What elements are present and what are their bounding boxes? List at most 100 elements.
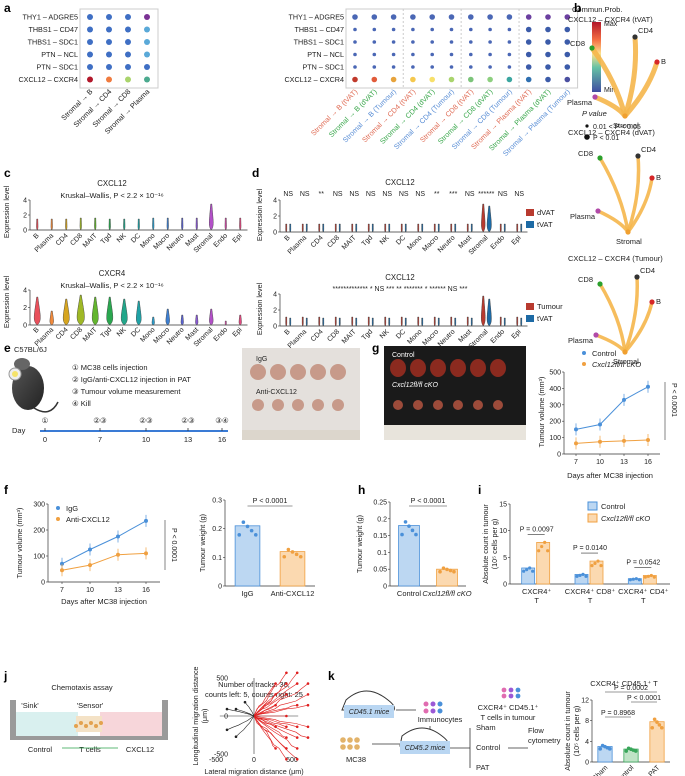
timeline-day: 0 — [43, 435, 47, 444]
dot — [448, 14, 455, 20]
dot — [507, 65, 512, 69]
y-tick-label: 4 — [585, 739, 589, 746]
y-axis-label: (10⁵ cells per g) — [490, 519, 499, 570]
violin-tvat — [388, 223, 391, 233]
significance-label: NS — [415, 191, 425, 198]
violin-cxcr4 — [151, 316, 155, 326]
tumour-specimen — [312, 399, 324, 411]
pair-label: THBS1 – CD47 — [294, 25, 344, 34]
x-tick-label: CXCR4⁺ CD4⁺ — [618, 587, 668, 596]
dot — [545, 64, 551, 70]
x-axis-label: Days after MC38 injection — [567, 471, 653, 480]
protocol-step: ① MC38 cells injection — [72, 363, 148, 372]
data-point — [400, 532, 404, 537]
mc38-cell — [347, 737, 353, 743]
dot — [410, 14, 416, 20]
cell-label: Tgd — [100, 326, 114, 340]
panel-j-chemotaxis: Chemotaxis assay 'Sink' 'Sensor' Control T c… — [10, 666, 310, 776]
series-line — [575, 386, 649, 430]
y-tick-label: 0 — [383, 584, 387, 591]
node-label: CD4 — [641, 145, 656, 154]
cell-label: NK — [379, 328, 391, 340]
chart-h-tumour-weight: 0 0.05 0.1 0.15 0.2 0.25 Tumour weight (g) Cont… — [355, 496, 472, 598]
dot — [468, 76, 474, 83]
legend-swatch — [526, 303, 534, 310]
node-label: B — [656, 297, 661, 306]
violin-tumour — [433, 316, 436, 327]
cell-label: Epi — [232, 232, 244, 244]
significance-label: NS — [300, 191, 310, 198]
track-end — [295, 736, 299, 739]
y-tick-label: 0 — [23, 228, 27, 235]
t-cell — [79, 721, 83, 725]
timeline-marker: ③④ — [215, 416, 229, 425]
cell-label: Plasma — [287, 328, 309, 350]
data-point — [414, 532, 418, 537]
data-point — [624, 749, 629, 753]
data-point — [596, 559, 600, 563]
data-point — [574, 441, 578, 446]
y-tick-label: 300 — [549, 402, 561, 409]
violin-cxcr4 — [165, 308, 170, 326]
data-point — [441, 566, 446, 570]
data-point — [60, 568, 64, 573]
p-value: P < 0.0001 — [253, 496, 288, 505]
legend-swatch — [526, 315, 534, 322]
y-tick-label: 0.1 — [212, 555, 222, 562]
data-point — [438, 569, 442, 574]
y-axis-label: Tumour weight (g) — [198, 514, 207, 572]
dot — [125, 64, 131, 70]
t-cell — [84, 724, 88, 728]
data-point — [599, 564, 603, 568]
legend-dot — [56, 506, 60, 510]
x-tick-label: 7 — [574, 459, 578, 466]
track-end — [285, 682, 288, 685]
dot — [488, 27, 492, 32]
data-point — [537, 549, 541, 553]
p-value: P = 0.0542 — [626, 559, 660, 566]
group-label: Control — [476, 743, 501, 752]
node-label: B — [661, 57, 666, 66]
y-tick-label: 15 — [499, 502, 507, 509]
track-end — [306, 725, 310, 729]
dotplot-frame — [345, 8, 579, 89]
track-left — [235, 708, 255, 717]
significance-label: NS — [349, 191, 359, 198]
network-node — [649, 299, 655, 305]
track-left — [244, 702, 255, 717]
cell-label: CD8 — [326, 234, 341, 249]
dot — [125, 51, 131, 58]
x-tick-label: 16 — [644, 459, 652, 466]
pair-label: THBS1 – CD47 — [28, 25, 78, 34]
pair-label: THBS1 – SDC1 — [294, 38, 344, 47]
y-tick-label: 500 — [216, 676, 228, 683]
data-point — [294, 552, 299, 557]
x-tick-label: T — [641, 596, 646, 605]
track-end — [274, 703, 277, 707]
violin-tumour — [466, 316, 469, 327]
data-point — [445, 567, 449, 572]
timeline-marker: ②③ — [181, 416, 195, 425]
legend-dot — [582, 362, 586, 366]
network-edge — [626, 177, 654, 234]
pair-label: CXCL12 – CXCR4 — [284, 75, 344, 84]
cell-label: MAIT — [82, 326, 99, 343]
pair-label: PTN – NCL — [307, 50, 344, 59]
y-axis-label: Tumour volume (mm³) — [537, 377, 546, 448]
dot — [391, 65, 396, 69]
dot — [430, 40, 435, 44]
significance-label: NS — [498, 191, 508, 198]
data-point — [522, 569, 526, 573]
data-point — [622, 397, 626, 402]
violin-dvat — [481, 203, 486, 233]
dot — [411, 40, 415, 44]
data-point — [410, 528, 415, 533]
violin-cxcr4 — [224, 320, 227, 326]
violin-cxcl12 — [224, 217, 227, 231]
dot — [411, 52, 415, 57]
dot — [488, 52, 492, 57]
violin-cxcr4 — [238, 314, 242, 326]
violin-stat: Kruskal–Wallis, P < 2.2 × 10⁻¹⁶ — [60, 281, 163, 290]
